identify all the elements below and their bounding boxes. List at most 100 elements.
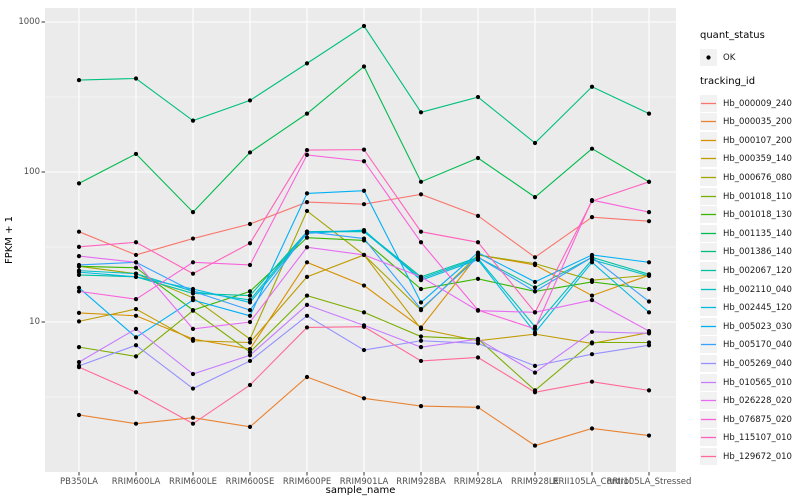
legend-key-Hb_000676_080 <box>700 168 717 186</box>
legend-item-label-Hb_000009_240: Hb_000009_240 <box>723 98 792 109</box>
data-point <box>589 279 595 285</box>
data-point <box>361 188 367 193</box>
data-point <box>304 374 310 380</box>
data-point <box>133 306 139 312</box>
data-point <box>361 202 367 207</box>
data-point <box>76 412 82 418</box>
legend-key-Hb_001386_140 <box>700 243 717 261</box>
line-swatch-icon <box>701 176 716 179</box>
legend-key-Hb_076875_020 <box>700 410 717 428</box>
data-point <box>361 159 367 164</box>
data-point <box>646 286 652 292</box>
data-point <box>304 191 310 196</box>
data-point <box>247 349 253 355</box>
y-tick-label: 100 <box>23 167 40 177</box>
data-point <box>418 179 424 184</box>
data-point <box>304 61 310 66</box>
data-point <box>589 352 595 357</box>
data-point <box>304 293 310 298</box>
legend-item-label-Hb_000035_200: Hb_000035_200 <box>723 117 792 128</box>
legend-key-Hb_000009_240 <box>700 94 717 112</box>
data-point <box>304 302 310 308</box>
x-tick-label-RRIM928LE: RRIM928LE <box>511 477 559 487</box>
data-point <box>589 84 595 89</box>
data-point <box>361 147 367 152</box>
line-swatch-icon <box>701 399 716 402</box>
data-point <box>76 262 82 268</box>
data-point <box>304 313 310 318</box>
legend-key-Hb_005023_030 <box>700 317 717 335</box>
data-point <box>589 379 595 384</box>
data-point <box>247 424 253 429</box>
data-point <box>190 386 196 391</box>
data-point <box>589 198 595 204</box>
data-point <box>475 308 481 313</box>
data-point <box>532 370 538 375</box>
data-point <box>304 111 310 116</box>
legend-item-label-Hb_005170_040: Hb_005170_040 <box>723 340 792 351</box>
data-point <box>133 326 139 331</box>
x-axis-title: sample_name <box>325 485 396 496</box>
data-point <box>247 221 253 227</box>
data-point <box>133 313 139 318</box>
data-point <box>247 313 253 318</box>
data-point <box>133 343 139 348</box>
legend-item-label-Hb_002445_120: Hb_002445_120 <box>723 303 792 314</box>
data-point <box>190 118 196 123</box>
data-point <box>361 283 367 288</box>
data-point <box>475 405 481 410</box>
legend-key-Hb_002110_040 <box>700 280 717 298</box>
data-point <box>190 415 196 420</box>
data-point <box>589 260 595 265</box>
legend-key-ok <box>700 49 717 66</box>
x-tick-label-RRIM600SE: RRIM600SE <box>225 477 275 487</box>
data-point <box>76 181 82 186</box>
data-point <box>190 371 196 377</box>
data-point <box>475 240 481 245</box>
series-points-Hb_000035_200 <box>76 374 652 448</box>
data-point <box>133 151 139 157</box>
data-point <box>646 260 652 265</box>
data-point <box>133 252 139 258</box>
data-point <box>532 443 538 448</box>
data-point <box>646 210 652 215</box>
data-point <box>361 23 367 29</box>
legend-item-label-Hb_002110_040: Hb_002110_040 <box>723 284 792 295</box>
legend-key-Hb_129672_010 <box>700 447 717 465</box>
data-point <box>304 245 310 250</box>
data-point <box>532 289 538 294</box>
legend-item-label-Hb_001018_110: Hb_001018_110 <box>723 191 792 202</box>
legend-title-quant-status: quant_status <box>700 30 765 41</box>
data-point <box>532 255 538 260</box>
data-point <box>418 345 424 350</box>
data-point <box>76 285 82 290</box>
data-point <box>361 310 367 315</box>
data-point <box>475 94 481 100</box>
legend-key-Hb_000107_200 <box>700 131 717 149</box>
data-point <box>418 274 424 279</box>
legend-item-label-Hb_005023_030: Hb_005023_030 <box>723 321 792 332</box>
legend-item-label-Hb_000359_140: Hb_000359_140 <box>723 154 792 165</box>
data-point <box>304 260 310 265</box>
data-point <box>532 261 538 266</box>
data-point <box>475 155 481 161</box>
y-tick-label: 1000 <box>18 17 40 27</box>
legend-key-Hb_001135_140 <box>700 224 717 242</box>
data-point <box>646 433 652 438</box>
data-point <box>361 64 367 69</box>
legend-item-label-Hb_001386_140: Hb_001386_140 <box>723 247 792 258</box>
data-point <box>304 147 310 153</box>
data-point <box>247 319 253 325</box>
data-point <box>418 192 424 197</box>
data-point <box>646 219 652 224</box>
data-point <box>247 241 253 246</box>
data-point <box>361 236 367 241</box>
data-point <box>133 354 139 359</box>
data-point <box>76 345 82 350</box>
line-swatch-icon <box>701 195 716 197</box>
data-point <box>532 390 538 395</box>
data-point <box>646 343 652 348</box>
data-point <box>646 179 652 184</box>
legend-item-label-Hb_129672_010: Hb_129672_010 <box>723 451 792 462</box>
